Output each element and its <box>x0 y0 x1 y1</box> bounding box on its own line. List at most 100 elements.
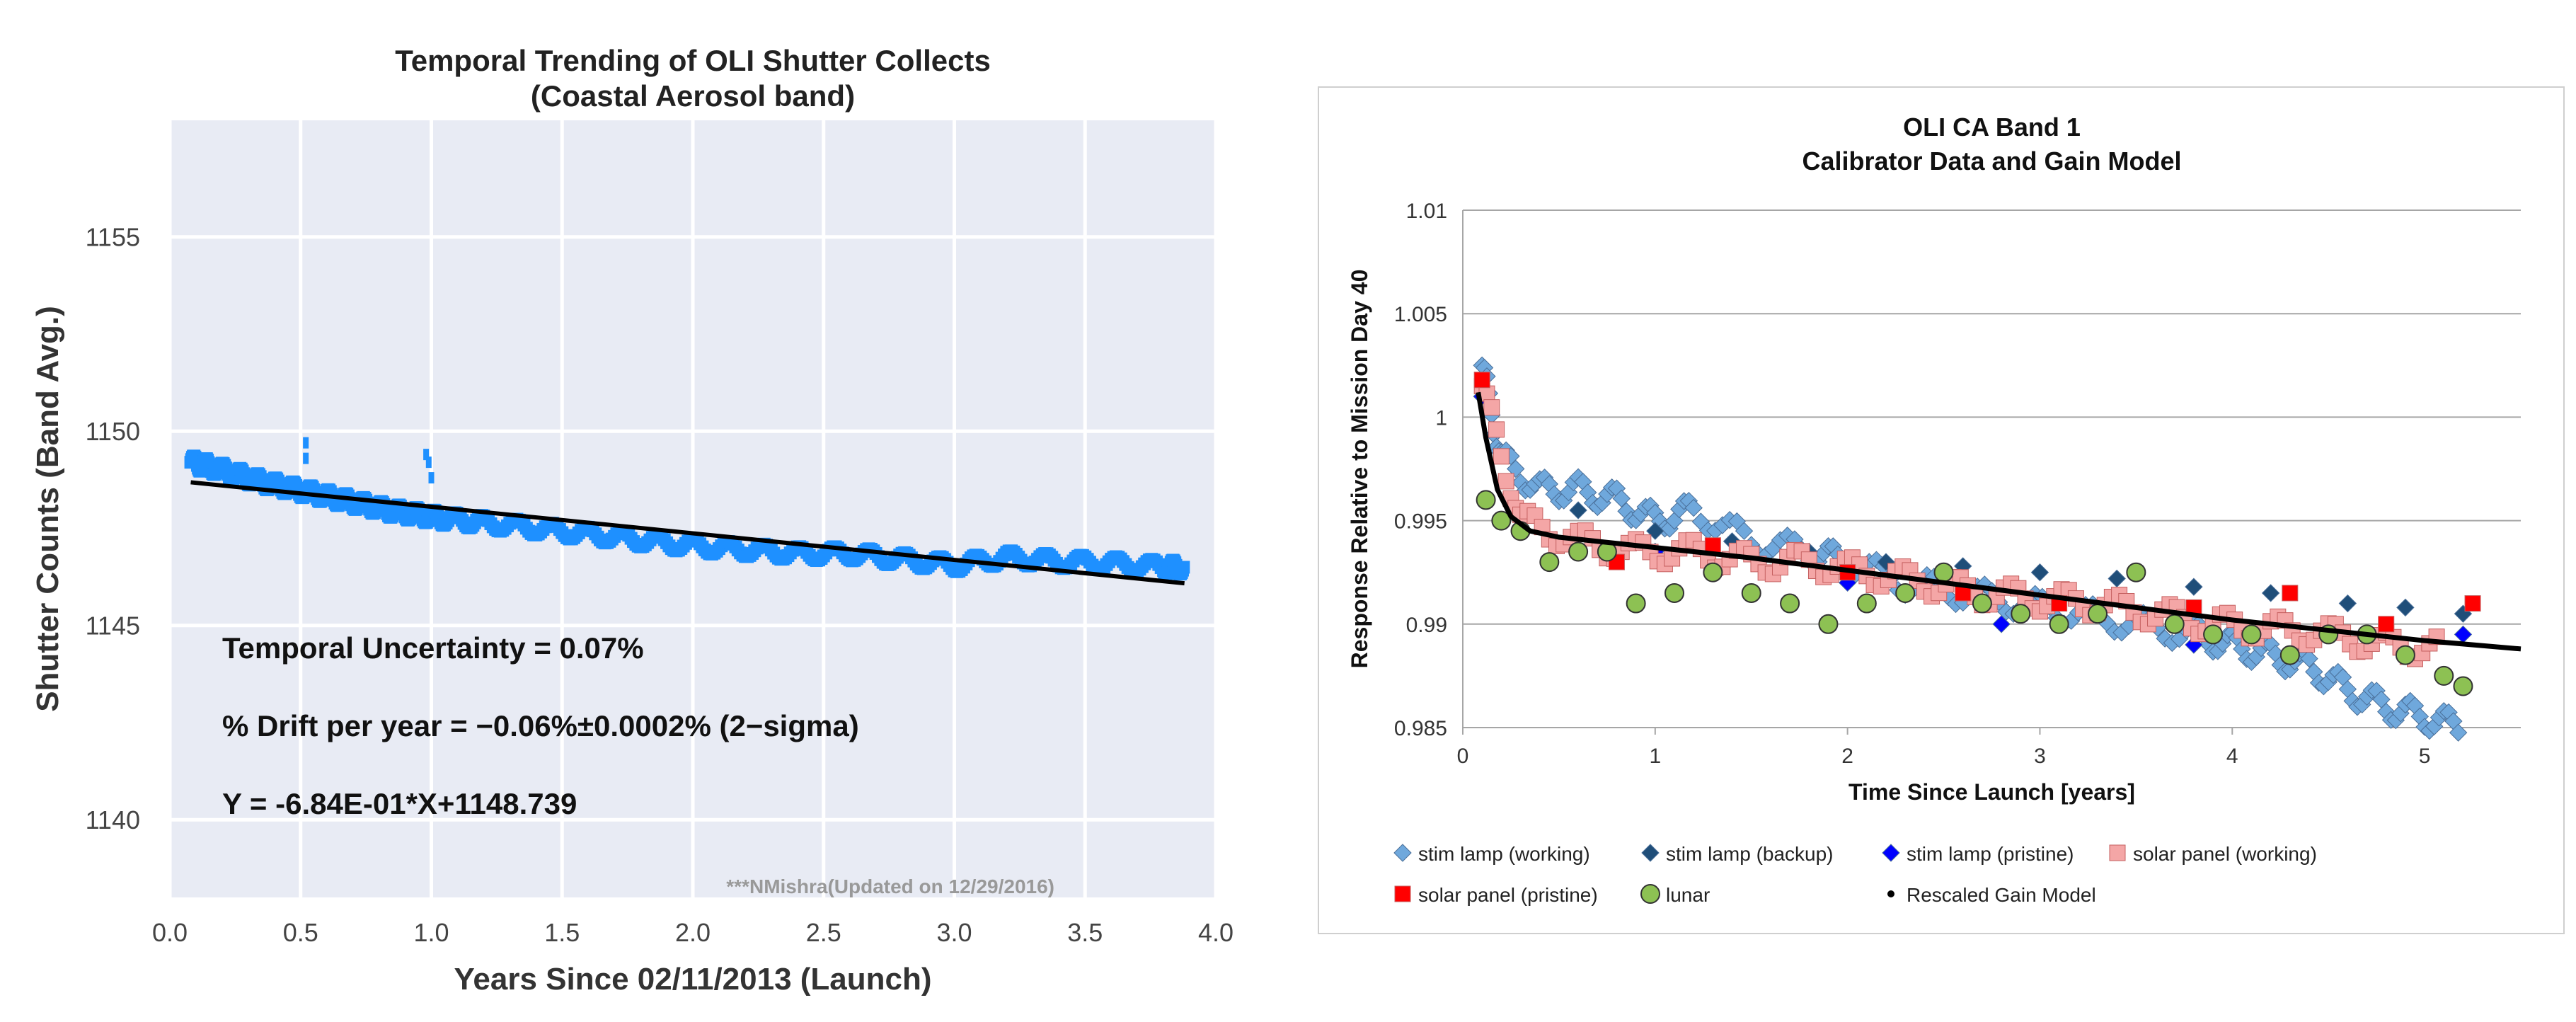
legend-marker <box>2109 844 2126 861</box>
y-axis-label: Shutter Counts (Band Avg.) <box>30 306 65 712</box>
x-axis-label: Time Since Launch [years] <box>1848 779 2135 805</box>
data-point <box>1473 372 1490 389</box>
legend-marker <box>1887 890 1894 897</box>
x-tick-label: 1 <box>1649 745 1661 768</box>
legend-label: Rescaled Gain Model <box>1907 884 2096 906</box>
legend-marker <box>1882 844 1900 862</box>
y-tick-label: 1155 <box>86 223 140 252</box>
series-stim-lamp-backup- <box>1569 501 2473 623</box>
annotation-drift: % Drift per year = −0.06%±0.0002% (2−sig… <box>222 709 859 742</box>
y-tick-label: 0.985 <box>1394 717 1447 740</box>
x-tick-label: 1.0 <box>413 918 449 947</box>
x-tick-label: 2.0 <box>675 918 711 947</box>
data-point <box>2261 584 2280 602</box>
data-point <box>1569 501 1587 519</box>
x-tick-label: 0.5 <box>283 918 318 947</box>
y-tick-label: 0.995 <box>1394 510 1447 534</box>
data-point <box>1856 593 1877 614</box>
gain-model-line <box>1476 391 2522 652</box>
data-point <box>1780 593 1800 614</box>
data-point <box>2449 723 2468 742</box>
data-point <box>1568 541 1589 562</box>
data-point <box>2434 665 2454 686</box>
data-point <box>1612 489 1631 508</box>
x-tick-label: 4.0 <box>1198 918 1234 947</box>
legend: stim lamp (working) stim lamp (backup) sti… <box>1393 843 2317 906</box>
x-tick-label: 3 <box>2034 745 2046 768</box>
fit-line <box>190 480 1185 586</box>
data-point <box>2088 604 2108 624</box>
data-point <box>2164 614 2185 634</box>
legend-label: stim lamp (working) <box>1418 843 1590 865</box>
y-tick-label: 1 <box>1435 406 1447 430</box>
data-point <box>2454 625 2473 644</box>
data-point <box>1703 562 1723 582</box>
data-point <box>2185 578 2203 596</box>
legend-label: stim lamp (backup) <box>1666 843 1834 865</box>
data-point <box>2396 598 2415 617</box>
legend-marker <box>1393 844 1412 862</box>
gain-model-chart-frame <box>1318 86 2565 934</box>
outlier-point <box>428 472 435 484</box>
x-tick-label: 2 <box>1841 745 1853 768</box>
data-point <box>2203 624 2224 645</box>
data-point <box>1476 490 1496 510</box>
x-tick-label: 2.5 <box>806 918 841 947</box>
series-lunar <box>1476 490 2473 696</box>
x-tick-label: 1.5 <box>544 918 580 947</box>
x-tick-label: 0.0 <box>152 918 188 947</box>
data-point <box>1992 615 2011 633</box>
chart-title: OLI CA Band 1 <box>1903 113 2081 142</box>
legend-label: solar panel (working) <box>2133 843 2317 865</box>
data-point <box>1818 614 1839 634</box>
data-point <box>1491 510 1512 531</box>
legend-label: lunar <box>1666 884 1710 906</box>
data-point <box>2378 616 2395 633</box>
data-point <box>2338 594 2357 613</box>
legend-label: solar panel (pristine) <box>1418 884 1598 906</box>
x-axis-label: Years Since 02/11/2013 (Launch) <box>454 962 931 997</box>
data-point <box>2011 604 2031 624</box>
y-tick-label: 1150 <box>86 417 140 446</box>
data-point <box>2282 585 2299 602</box>
data-point <box>1626 593 1646 614</box>
annotation-equation: Y = -6.84E-01*X+1148.739 <box>222 787 577 820</box>
data-point <box>1735 522 1754 540</box>
chart-subtitle: (Coastal Aerosol band) <box>531 79 855 113</box>
x-tick-label: 0 <box>1457 745 1469 768</box>
chart-title: Temporal Trending of OLI Shutter Collect… <box>395 44 991 77</box>
credit-text: ***NMishra(Updated on 12/29/2016) <box>726 875 1054 897</box>
data-point <box>1488 421 1505 438</box>
data-point <box>1933 562 1954 582</box>
outlier-point <box>303 452 309 464</box>
legend-marker <box>1640 884 1660 904</box>
outlier-point <box>425 457 432 469</box>
data-point <box>2241 624 2262 645</box>
data-point <box>2279 645 2300 665</box>
data-point <box>1493 448 1510 465</box>
data-point <box>1497 473 1514 490</box>
outlier-point <box>303 437 309 449</box>
legend-label: stim lamp (pristine) <box>1907 843 2074 865</box>
y-tick-label: 1.005 <box>1394 303 1447 326</box>
x-tick-label: 5 <box>2419 745 2431 768</box>
legend-marker <box>1641 844 1660 862</box>
x-tick-label: 4 <box>2226 745 2238 768</box>
y-axis-label: Response Relative to Mission Day 40 <box>1347 270 1372 669</box>
chart-subtitle: Calibrator Data and Gain Model <box>1802 147 2181 176</box>
data-point <box>1741 582 1761 603</box>
outlier-point <box>423 449 430 461</box>
shutter-trending-chart: 0.0 0.5 1.0 1.5 2.0 2.5 3.0 3.5 4.0 1140 1145 1150 1… <box>30 44 1234 997</box>
data-point <box>2300 649 2318 668</box>
data-point <box>1483 399 1500 416</box>
x-tick-label: 3.5 <box>1067 918 1103 947</box>
data-point <box>2030 563 2049 582</box>
data-point <box>2453 676 2473 696</box>
legend-marker <box>1394 885 1411 902</box>
data-point <box>1972 593 1992 614</box>
scatter-point <box>1177 561 1190 574</box>
data-point <box>1664 582 1684 603</box>
data-point <box>1539 552 1560 573</box>
data-point <box>1895 582 1916 603</box>
y-tick-label: 1140 <box>86 805 140 834</box>
